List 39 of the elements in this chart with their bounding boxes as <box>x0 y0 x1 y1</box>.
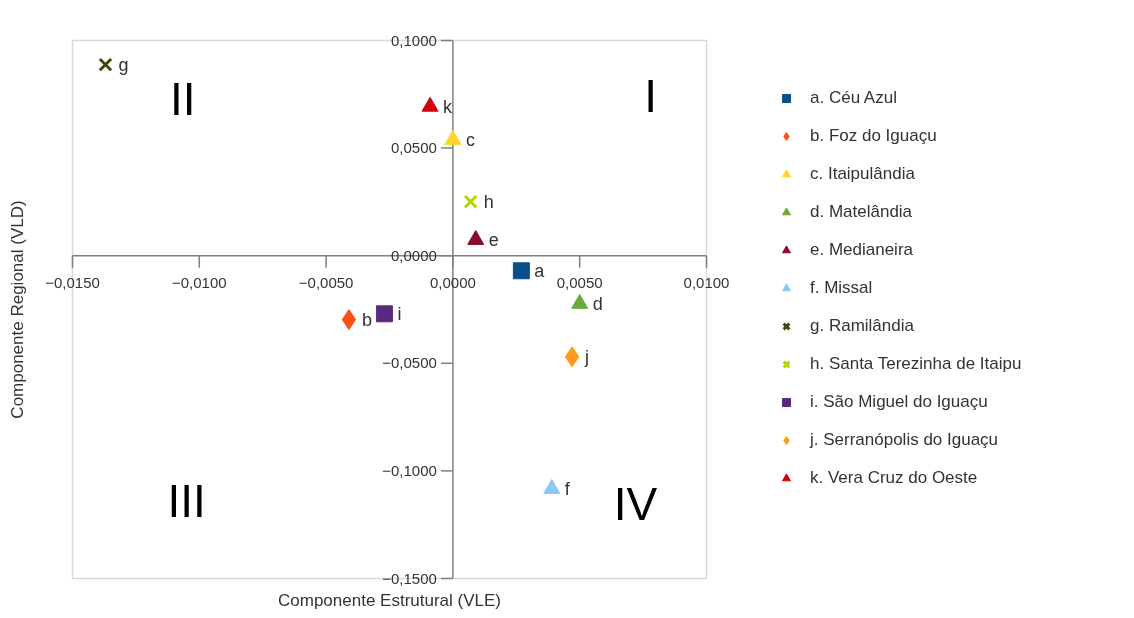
x-tick-label: −0,0150 <box>45 273 100 291</box>
annotation: j <box>584 346 590 367</box>
annotation: I <box>644 70 658 123</box>
legend-label: d. Matelândia <box>810 202 913 222</box>
annotation: IV <box>613 478 658 531</box>
legend-label: k. Vera Cruz do Oeste <box>810 468 978 488</box>
annotation: i <box>397 303 402 324</box>
y-tick-label: 0,0500 <box>391 139 437 157</box>
annotation: k <box>443 96 454 117</box>
annotation: d <box>592 293 603 314</box>
annotation: e <box>488 230 499 251</box>
legend-label: e. Medianeira <box>810 240 914 260</box>
x-tick-label: −0,0100 <box>171 273 227 291</box>
x-tick-label: 0,0050 <box>556 273 603 291</box>
annotation: g <box>118 54 129 75</box>
y-tick-label: 0,1000 <box>391 31 437 49</box>
annotation: a <box>534 260 546 281</box>
x-axis-title: Componente Estrutural (VLE) <box>278 590 501 610</box>
annotation: h <box>483 191 494 212</box>
annotation: c <box>465 129 475 150</box>
y-tick-label: −0,1500 <box>382 569 437 587</box>
legend-label: i. São Miguel do Iguaçu <box>810 392 988 412</box>
legend-label: g. Ramilândia <box>810 316 914 336</box>
legend-label: h. Santa Terezinha de Itaipu <box>810 354 1022 374</box>
legend-label: f. Missal <box>810 278 873 298</box>
legend-label: b. Foz do Iguaçu <box>810 126 937 146</box>
y-tick-label: −0,0500 <box>382 354 437 372</box>
x-tick-label: −0,0050 <box>298 273 354 291</box>
x-tick-label: 0,0000 <box>429 273 476 291</box>
y-tick-label: −0,1000 <box>382 461 437 479</box>
x-tick-label: 0,0100 <box>683 273 730 291</box>
annotation: b <box>361 309 372 330</box>
annotation: II <box>170 72 196 125</box>
annotation: f <box>564 478 571 499</box>
annotation: III <box>167 475 206 528</box>
legend-label: a. Céu Azul <box>810 88 897 108</box>
y-axis-title: Componente Regional (VLD) <box>7 200 27 419</box>
legend-label: c. Itaipulândia <box>810 164 915 184</box>
legend-label: j. Serranópolis do Iguaçu <box>810 430 999 450</box>
